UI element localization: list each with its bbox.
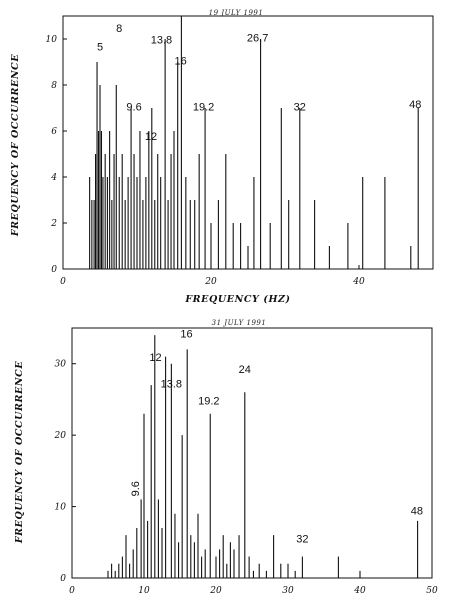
chart-top-xtick-label: 40: [352, 277, 365, 287]
chart-bottom-peak-label: 9.6: [130, 481, 142, 496]
chart-top-ytick-label: 10: [46, 35, 58, 45]
chart-top-xticks: 0 20 40: [60, 265, 365, 287]
chart-bottom-ytick-label: 20: [54, 431, 67, 441]
chart-bottom-frame: [71, 327, 433, 579]
chart-bottom-peak-label: 12: [149, 352, 161, 364]
chart-bottom-title: 31 JULY 1991: [212, 319, 267, 327]
chart-bottom-bars: [107, 335, 419, 578]
chart-bottom-peak-label: 19.2: [198, 395, 219, 407]
chart-top-peak-label: 19.2: [193, 101, 214, 113]
chart-top-bars: [89, 16, 419, 269]
chart-top-peak-label: 9.6: [126, 101, 141, 113]
chart-bottom-ytick-label: 30: [55, 360, 67, 370]
chart-top-xtick-label: 20: [204, 277, 217, 287]
chart-bottom-peak-label: 16: [180, 328, 192, 340]
chart-top-peak-label: 8: [116, 23, 122, 35]
chart-top-peak-label: 16: [175, 55, 187, 67]
chart-bottom-annotations: 9.6 12 13.8 16 19.2 24 32 48: [130, 328, 423, 545]
chart-top-xlabel: FREQUENCY (HZ): [184, 294, 290, 305]
chart-top-peak-label: 13.8: [151, 35, 172, 47]
chart-top-annotations: 5 8 9.6 12 13.816 19.2 26.7 32 48: [97, 23, 421, 143]
chart-bottom-ytick-label: 0: [60, 574, 66, 584]
chart-top-frame: [62, 15, 434, 270]
chart-top-peak-label: 48: [409, 99, 421, 111]
chart-bottom-xtick-label: 40: [353, 586, 366, 596]
chart-top-peak-label: 12: [145, 131, 157, 143]
chart-bottom-xticks: 0 10 20 30 40 50: [69, 574, 438, 596]
chart-top-yticks: 0 2 4 6 8 10: [46, 35, 67, 275]
chart-top-ytick-label: 4: [50, 173, 57, 183]
chart-bottom-yticks: 0 10 20 30: [54, 360, 76, 584]
chart-bottom-xtick-label: 20: [209, 586, 222, 596]
chart-top-ytick-label: 2: [50, 219, 57, 229]
chart-top-peak-label: 32: [294, 101, 306, 113]
chart-bottom-peak-label: 24: [239, 364, 251, 376]
chart-bottom-peak-label: 32: [296, 533, 308, 545]
chart-bottom-xtick-label: 0: [69, 586, 75, 596]
chart-bottom-xtick-label: 50: [426, 586, 438, 596]
chart-top-ytick-label: 6: [51, 127, 57, 137]
chart-bottom-xtick-label: 10: [138, 586, 150, 596]
chart-bottom-ylabel: FREQUENCY OF OCCURRENCE: [14, 361, 25, 545]
chart-bottom-ytick-label: 10: [55, 503, 67, 513]
chart-top-peak-label: 5: [97, 42, 103, 54]
chart-top-ytick-label: 0: [51, 265, 57, 275]
chart-bottom-peak-label: 48: [411, 505, 423, 517]
chart-top-xtick-label: 0: [60, 277, 66, 287]
chart-bottom-xtick-label: 30: [282, 586, 294, 596]
chart-bottom: 31 JULY 1991 0 10 20 30 0 10 20 30 40 50 9.6 12 13…: [14, 319, 438, 596]
chart-top-peak-label: 26.7: [247, 32, 268, 44]
chart-top-ylabel: FREQUENCY OF OCCURRENCE: [10, 54, 21, 238]
chart-top-ytick-label: 8: [51, 81, 57, 91]
chart-top-title: 19 JULY 1991: [209, 9, 264, 17]
chart-top: 19 JULY 1991 0 2 4 6 8 10 0 20 40 5 8 9.6 12 13.816…: [10, 9, 434, 305]
chart-bottom-peak-label: 13.8: [161, 378, 182, 390]
